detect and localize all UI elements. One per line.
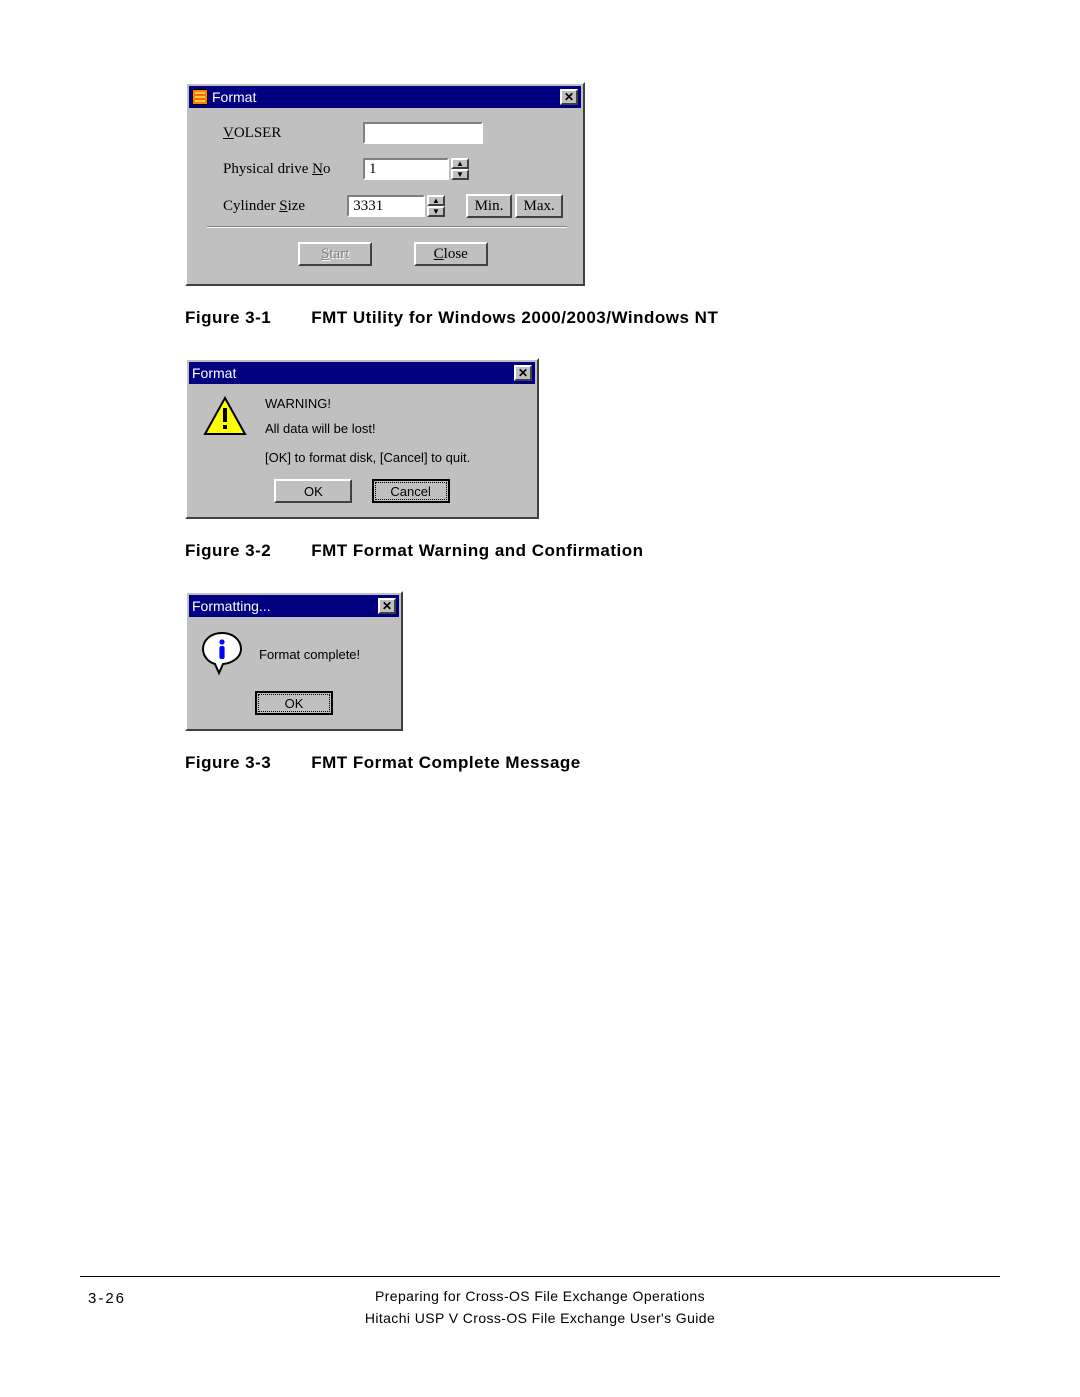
dialog-title: Formatting... xyxy=(192,598,271,614)
volser-label: VOLSER xyxy=(223,125,363,142)
spin-up-icon[interactable]: ▲ xyxy=(451,158,469,169)
spin-down-icon[interactable]: ▼ xyxy=(427,206,445,217)
document-page: Format ✕ VOLSER Physical drive No 1 ▲ ▼ … xyxy=(0,0,1080,1397)
app-icon xyxy=(192,89,208,105)
volser-input[interactable] xyxy=(363,122,483,144)
spin-down-icon[interactable]: ▼ xyxy=(451,169,469,180)
drive-input[interactable]: 1 xyxy=(363,158,449,180)
close-icon[interactable]: ✕ xyxy=(378,598,396,614)
format-dialog: Format ✕ VOLSER Physical drive No 1 ▲ ▼ … xyxy=(185,82,585,286)
drive-label: Physical drive No xyxy=(223,161,363,178)
figure-caption-2: Figure 3-2FMT Format Warning and Confirm… xyxy=(185,541,990,561)
figure-caption-3: Figure 3-3FMT Format Complete Message xyxy=(185,753,990,773)
close-icon[interactable]: ✕ xyxy=(514,365,532,381)
warning-dialog: Format ✕ WARNING! All data will be lost!… xyxy=(185,358,539,519)
dialog-title: Format xyxy=(192,365,236,381)
min-button[interactable]: Min. xyxy=(466,194,512,218)
footer-rule xyxy=(80,1276,1000,1277)
warning-icon xyxy=(203,396,247,436)
figure-caption-1: Figure 3-1FMT Utility for Windows 2000/2… xyxy=(185,308,990,328)
start-button: Start xyxy=(298,242,372,266)
spin-up-icon[interactable]: ▲ xyxy=(427,195,445,206)
cylinder-spinner[interactable]: ▲ ▼ xyxy=(427,195,445,217)
cylinder-input[interactable]: 3331 xyxy=(347,195,425,217)
complete-message: Format complete! xyxy=(259,647,360,662)
drive-spinner[interactable]: ▲ ▼ xyxy=(451,158,469,180)
complete-dialog: Formatting... ✕ Format complete! OK xyxy=(185,591,403,731)
dialog-title: Format xyxy=(212,89,256,105)
ok-button[interactable]: OK xyxy=(255,691,333,715)
titlebar: Format ✕ xyxy=(189,86,581,108)
max-button[interactable]: Max. xyxy=(515,194,563,218)
footer-text: Preparing for Cross-OS File Exchange Ope… xyxy=(0,1288,1080,1326)
close-button[interactable]: Close xyxy=(414,242,488,266)
cancel-button[interactable]: Cancel xyxy=(372,479,450,503)
titlebar: Formatting... ✕ xyxy=(189,595,399,617)
warning-text-2: [OK] to format disk, [Cancel] to quit. xyxy=(265,450,470,465)
ok-button[interactable]: OK xyxy=(274,479,352,503)
titlebar: Format ✕ xyxy=(189,362,535,384)
warning-text-1: All data will be lost! xyxy=(265,421,470,436)
cylinder-label: Cylinder Size xyxy=(223,198,347,215)
info-icon xyxy=(201,631,243,677)
close-icon[interactable]: ✕ xyxy=(560,89,578,105)
warning-heading: WARNING! xyxy=(265,396,470,411)
